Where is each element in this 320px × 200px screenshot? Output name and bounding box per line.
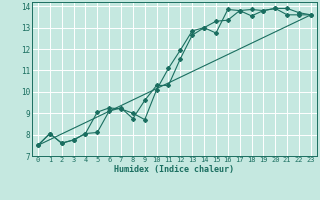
- X-axis label: Humidex (Indice chaleur): Humidex (Indice chaleur): [115, 165, 234, 174]
